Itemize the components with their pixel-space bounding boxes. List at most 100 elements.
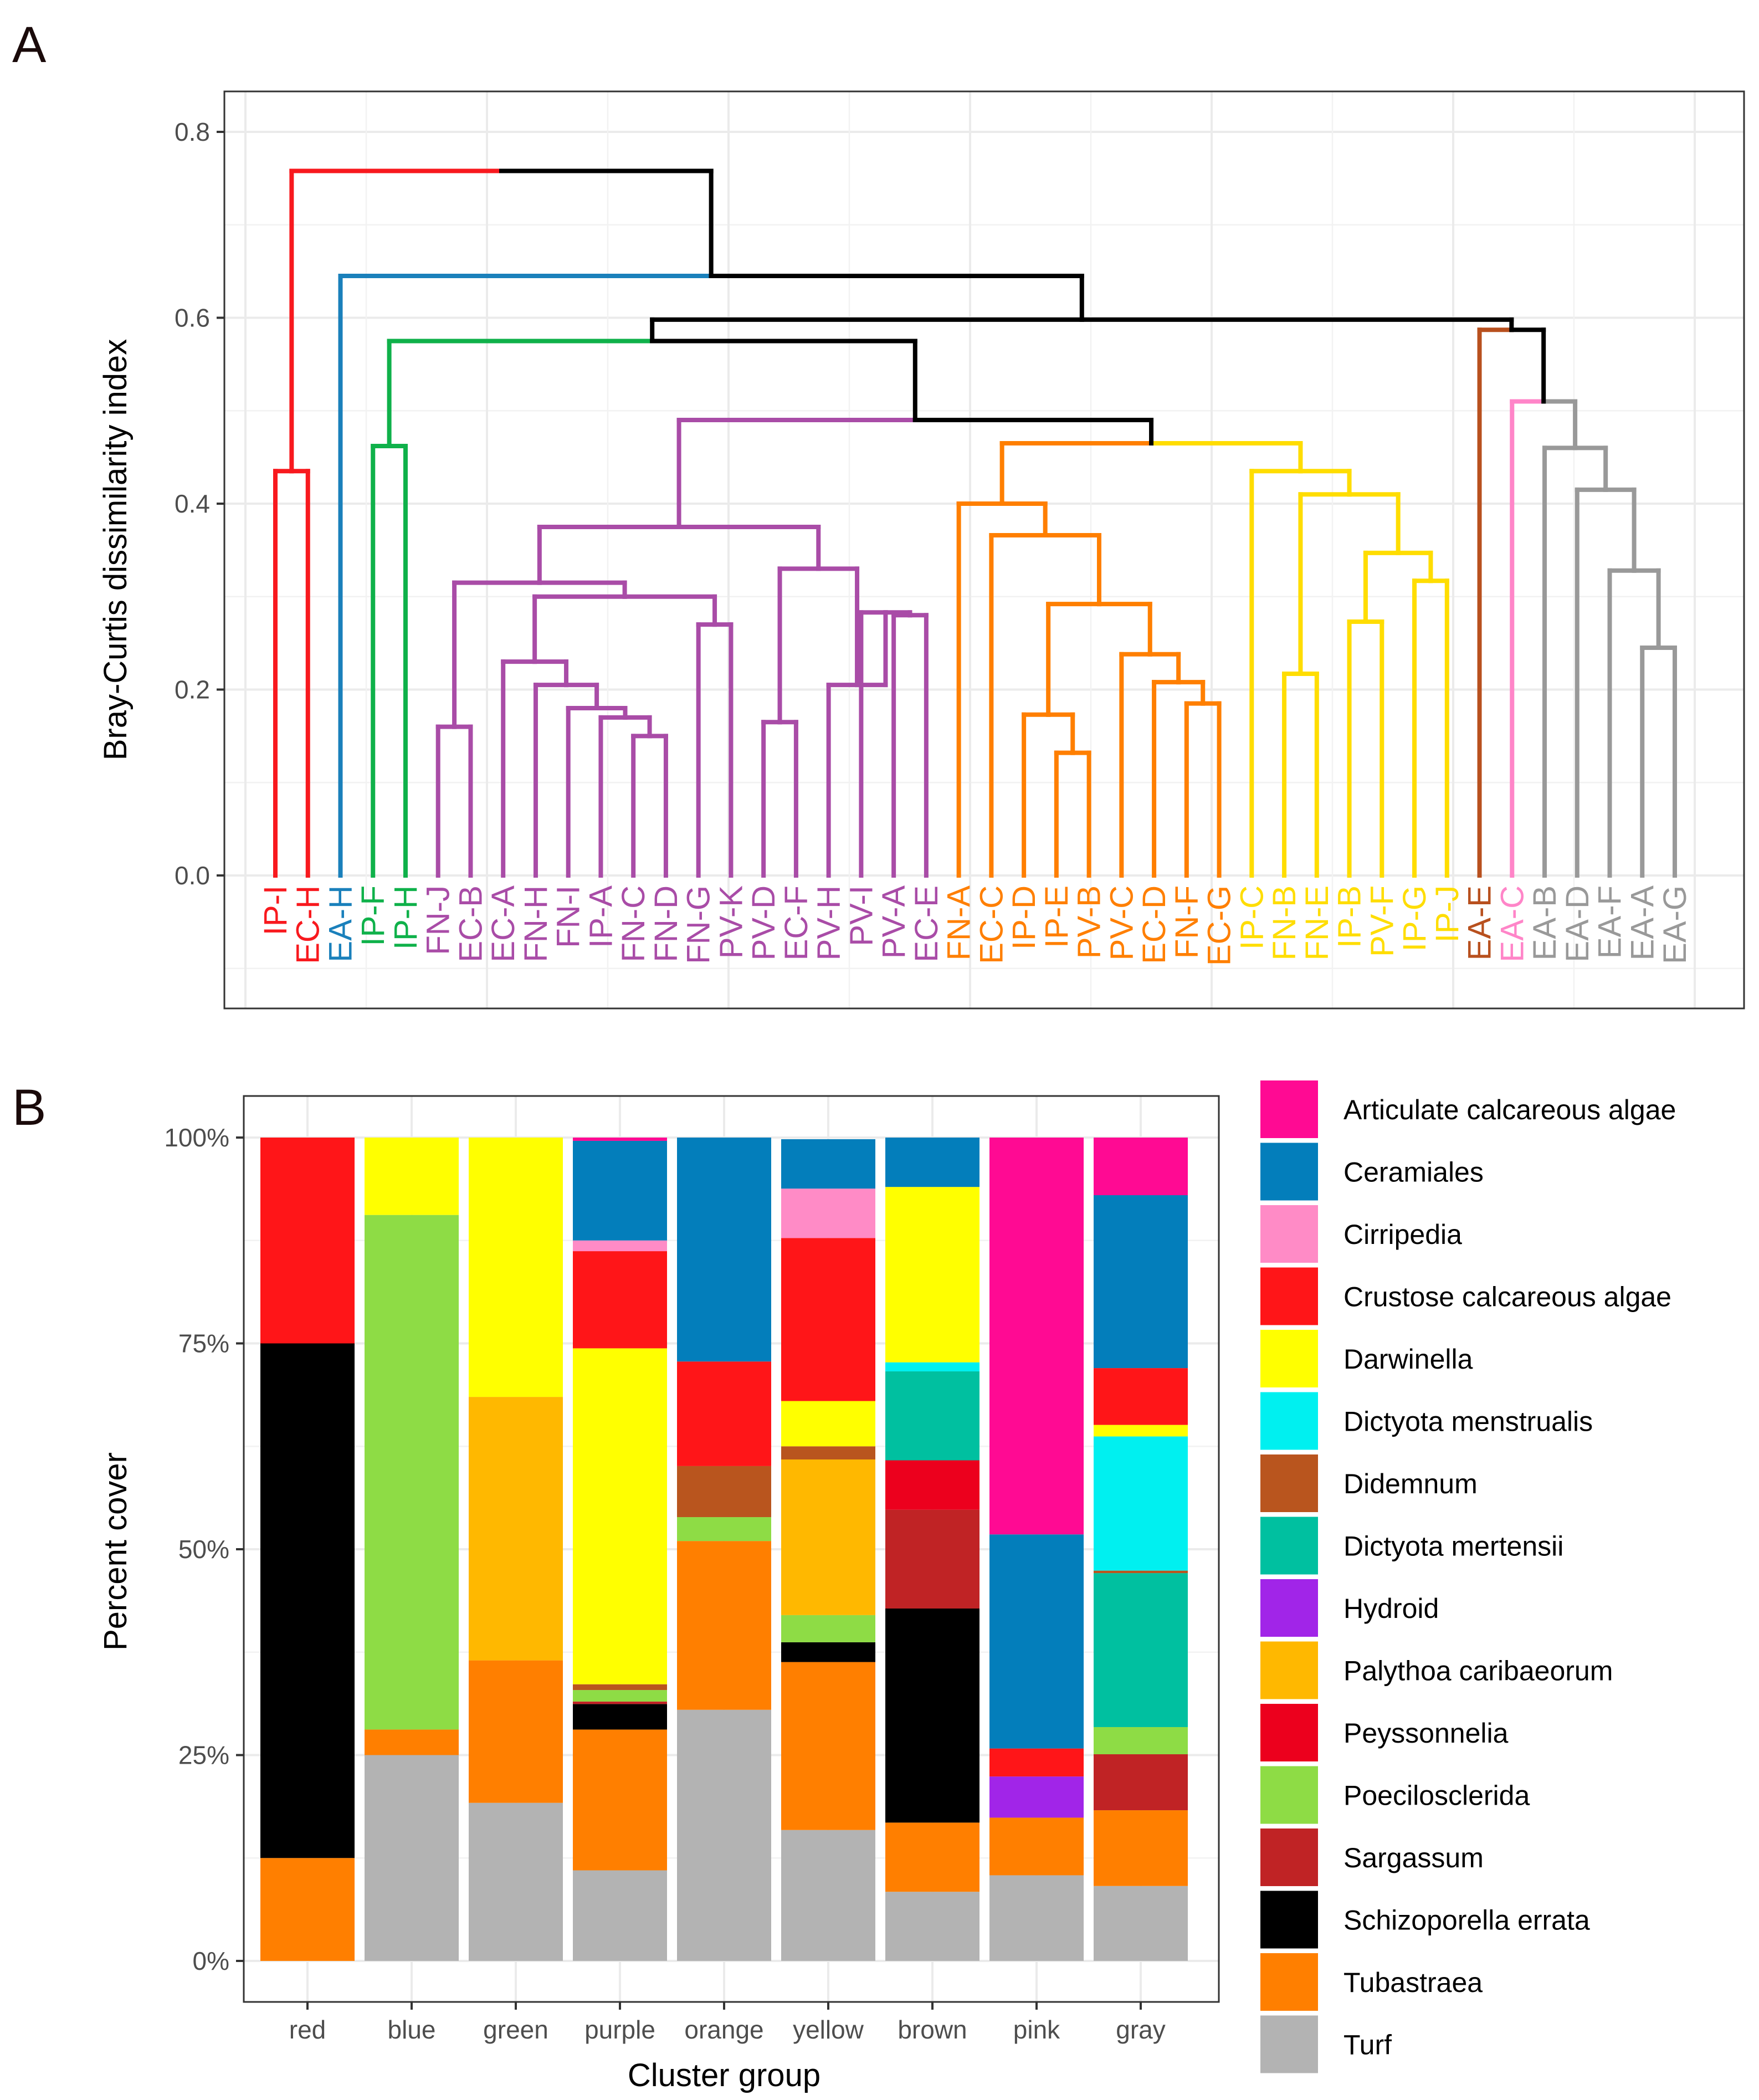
bar-red bbox=[260, 1138, 355, 1961]
bar-segment bbox=[1094, 1195, 1188, 1369]
dendrogram-leaf-labels: IP-IEC-HEA-HIP-FIP-HFN-JEC-BEC-AFN-HFN-I… bbox=[258, 885, 1693, 966]
bar-segment bbox=[781, 1238, 875, 1401]
legend-key bbox=[1260, 1454, 1318, 1512]
bar-segment bbox=[1094, 1368, 1188, 1425]
legend-label: Palythoa caribaeorum bbox=[1343, 1656, 1613, 1687]
legend-label: Tubastraea bbox=[1343, 1967, 1483, 1998]
dendrogram-panel: IP-IEC-HEA-HIP-FIP-HFN-JEC-BEC-AFN-HFN-I… bbox=[98, 90, 1745, 1010]
x-tick-label: red bbox=[289, 2015, 326, 2044]
bar-segment bbox=[573, 1138, 667, 1141]
leaf-label: EC-B bbox=[453, 885, 489, 962]
x-tick-label: orange bbox=[684, 2015, 763, 2044]
legend-key bbox=[1260, 1330, 1318, 1387]
bar-green bbox=[469, 1138, 563, 1961]
leaf-label: FN-C bbox=[616, 885, 652, 962]
bar-segment bbox=[573, 1701, 667, 1704]
leaf-label: FN-H bbox=[518, 885, 554, 962]
legend-item: Dictyota mertensii bbox=[1260, 1517, 1563, 1575]
y-tick-label: 0.8 bbox=[175, 117, 210, 146]
legend-item: Hydroid bbox=[1260, 1579, 1439, 1637]
legend-key bbox=[1260, 1517, 1318, 1575]
leaf-label: FN-J bbox=[420, 885, 457, 955]
bar-pink bbox=[989, 1138, 1084, 1961]
x-tick-label: green bbox=[483, 2015, 548, 2044]
bar-segment bbox=[781, 1189, 875, 1238]
legend-key bbox=[1260, 1579, 1318, 1637]
leaf-label: IP-F bbox=[355, 885, 391, 946]
legend-item: Palythoa caribaeorum bbox=[1260, 1641, 1613, 1699]
bar-segment bbox=[781, 1459, 875, 1615]
legend-label: Turf bbox=[1343, 2030, 1392, 2061]
leaf-label: FN-F bbox=[1169, 885, 1205, 959]
legend: Articulate calcareous algae Ceramiales Cir… bbox=[1260, 1080, 1676, 2073]
leaf-label: PV-H bbox=[811, 885, 847, 960]
leaf-label: EC-A bbox=[485, 885, 521, 962]
leaf-label: EA-B bbox=[1527, 885, 1563, 960]
leaf-label: IP-E bbox=[1039, 885, 1075, 948]
legend-key bbox=[1260, 1267, 1318, 1325]
legend-label: Darwinella bbox=[1343, 1344, 1473, 1375]
bar-segment bbox=[365, 1729, 459, 1755]
bar-segment bbox=[677, 1361, 771, 1466]
leaf-label: IP-D bbox=[1006, 885, 1042, 950]
bar-segment bbox=[365, 1755, 459, 1961]
bar-segment bbox=[885, 1187, 979, 1363]
x-tick-label: pink bbox=[1013, 2015, 1060, 2044]
bar-segment bbox=[1094, 1138, 1188, 1196]
y-tick-label: 0.4 bbox=[175, 489, 210, 518]
bar-segment bbox=[573, 1348, 667, 1684]
legend-label: Hydroid bbox=[1343, 1593, 1439, 1624]
legend-item: Tubastraea bbox=[1260, 1953, 1483, 2011]
leaf-label: EA-F bbox=[1592, 885, 1628, 959]
bar-segment bbox=[677, 1466, 771, 1518]
bar-segment bbox=[885, 1371, 979, 1461]
legend-key bbox=[1260, 1080, 1318, 1138]
bar-brown bbox=[885, 1138, 979, 1961]
bar-yellow bbox=[781, 1139, 875, 1961]
bar-segment bbox=[677, 1541, 771, 1710]
leaf-label: EC-F bbox=[778, 885, 814, 960]
dendrogram-y-axis-title: Bray-Curtis dissimilarity index bbox=[98, 339, 134, 761]
leaf-label: EA-H bbox=[322, 885, 358, 962]
bar-segment bbox=[989, 1534, 1084, 1749]
bar-segment bbox=[781, 1446, 875, 1460]
legend-item: Peyssonnelia bbox=[1260, 1704, 1509, 1761]
bar-segment bbox=[365, 1138, 459, 1215]
bar-segment bbox=[989, 1776, 1084, 1818]
bar-segment bbox=[573, 1140, 667, 1241]
leaf-label: PV-D bbox=[746, 885, 782, 960]
leaf-label: EC-D bbox=[1136, 885, 1172, 964]
bar-segment bbox=[573, 1690, 667, 1702]
legend-item: Dictyota menstrualis bbox=[1260, 1392, 1593, 1450]
bar-segment bbox=[573, 1870, 667, 1961]
bar-segment bbox=[1094, 1810, 1188, 1886]
legend-key bbox=[1260, 1953, 1318, 2011]
bar-segment bbox=[781, 1139, 875, 1189]
bars bbox=[260, 1138, 1188, 1961]
bar-segment bbox=[573, 1684, 667, 1691]
bar-y-axis: 0% 25% 50% 75% 100% bbox=[164, 1123, 244, 1975]
leaf-label: PV-C bbox=[1104, 885, 1140, 960]
legend-label: Sargassum bbox=[1343, 1842, 1484, 1873]
bar-segment bbox=[469, 1802, 563, 1961]
y-tick-label: 75% bbox=[178, 1329, 229, 1358]
legend-label: Ceramiales bbox=[1343, 1157, 1484, 1188]
leaf-label: PV-K bbox=[713, 885, 749, 959]
bar-segment bbox=[573, 1729, 667, 1871]
bar-segment bbox=[885, 1509, 979, 1609]
bar-gray bbox=[1094, 1138, 1188, 1961]
bar-segment bbox=[573, 1704, 667, 1730]
legend-key bbox=[1260, 1704, 1318, 1761]
bar-segment bbox=[885, 1822, 979, 1892]
leaf-label: EC-G bbox=[1202, 885, 1238, 966]
leaf-label: FN-G bbox=[681, 885, 717, 964]
bar-segment bbox=[469, 1138, 563, 1397]
bar-segment bbox=[1094, 1727, 1188, 1755]
leaf-label: IP-H bbox=[388, 885, 424, 950]
bar-segment bbox=[677, 1709, 771, 1961]
bar-segment bbox=[885, 1608, 979, 1823]
bar-orange bbox=[677, 1138, 771, 1961]
legend-item: Crustose calcareous algae bbox=[1260, 1267, 1671, 1325]
leaf-label: IP-J bbox=[1429, 885, 1465, 943]
y-tick-label: 100% bbox=[164, 1123, 229, 1152]
